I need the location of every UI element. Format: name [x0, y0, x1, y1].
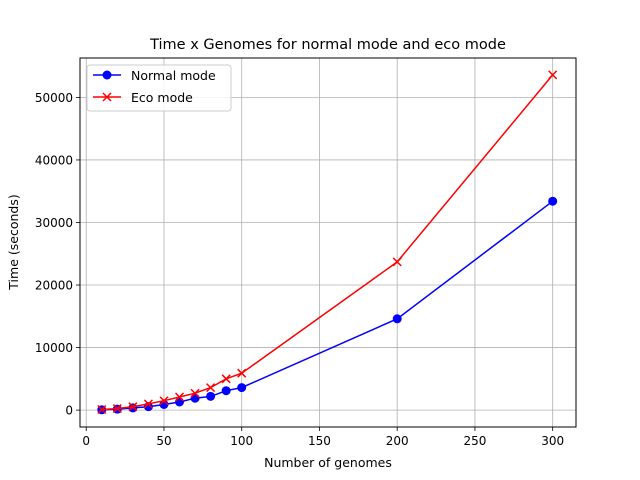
- legend-marker-eco: [102, 92, 112, 102]
- grid: [80, 58, 576, 427]
- chart-title: Time x Genomes for normal mode and eco m…: [149, 37, 506, 53]
- data-point: [97, 404, 107, 415]
- legend-box: [86, 64, 232, 112]
- data-point: [392, 257, 402, 267]
- x-tick-label-0: 0: [82, 434, 90, 448]
- data-point: [175, 397, 185, 407]
- y-tick-label-2: 20000: [35, 279, 73, 293]
- data-point: [112, 404, 122, 414]
- data-point: [174, 392, 185, 402]
- data-point: [128, 403, 138, 413]
- axis-ticks: 0 50 100 150 200 250 300 0 10000 20000 30000 40000 5…: [35, 91, 564, 448]
- x-axis-label: Number of genomes: [264, 455, 392, 470]
- data-point: [159, 396, 169, 406]
- x-tick-label-3: 150: [308, 434, 331, 448]
- y-tick-label-0: 0: [65, 404, 73, 418]
- y-tick-label-3: 30000: [35, 216, 73, 230]
- legend-label-normal: Normal mode: [131, 68, 216, 83]
- data-point: [206, 383, 216, 393]
- data-point: [392, 314, 402, 324]
- data-point: [237, 383, 247, 393]
- legend: Normal mode Eco mode: [86, 64, 232, 112]
- y-tick-label-4: 40000: [35, 153, 73, 167]
- series-1: [97, 70, 558, 415]
- x-tick-label-6: 300: [541, 434, 564, 448]
- data-point: [190, 393, 200, 403]
- x-tick-label-2: 100: [230, 434, 253, 448]
- data-point: [128, 402, 138, 412]
- series-line-1: [101, 74, 554, 411]
- data-point: [548, 196, 558, 206]
- plot-frame: [79, 57, 577, 428]
- data-point: [237, 368, 247, 378]
- legend-label-eco: Eco mode: [131, 90, 193, 105]
- plot-series: [97, 70, 558, 415]
- data-point: [221, 386, 231, 396]
- data-point: [190, 388, 200, 398]
- x-tick-label-1: 50: [156, 434, 171, 448]
- data-point: [221, 374, 231, 384]
- x-tick-label-4: 200: [386, 434, 409, 448]
- y-axis-label: Time (seconds): [6, 194, 21, 290]
- data-point: [206, 391, 216, 401]
- y-tick-label-1: 10000: [35, 341, 73, 355]
- data-point: [143, 399, 153, 409]
- y-tick-label-5: 50000: [35, 91, 73, 105]
- x-tick-label-5: 250: [463, 434, 486, 448]
- data-point: [548, 70, 558, 80]
- legend-marker-normal: [102, 70, 112, 80]
